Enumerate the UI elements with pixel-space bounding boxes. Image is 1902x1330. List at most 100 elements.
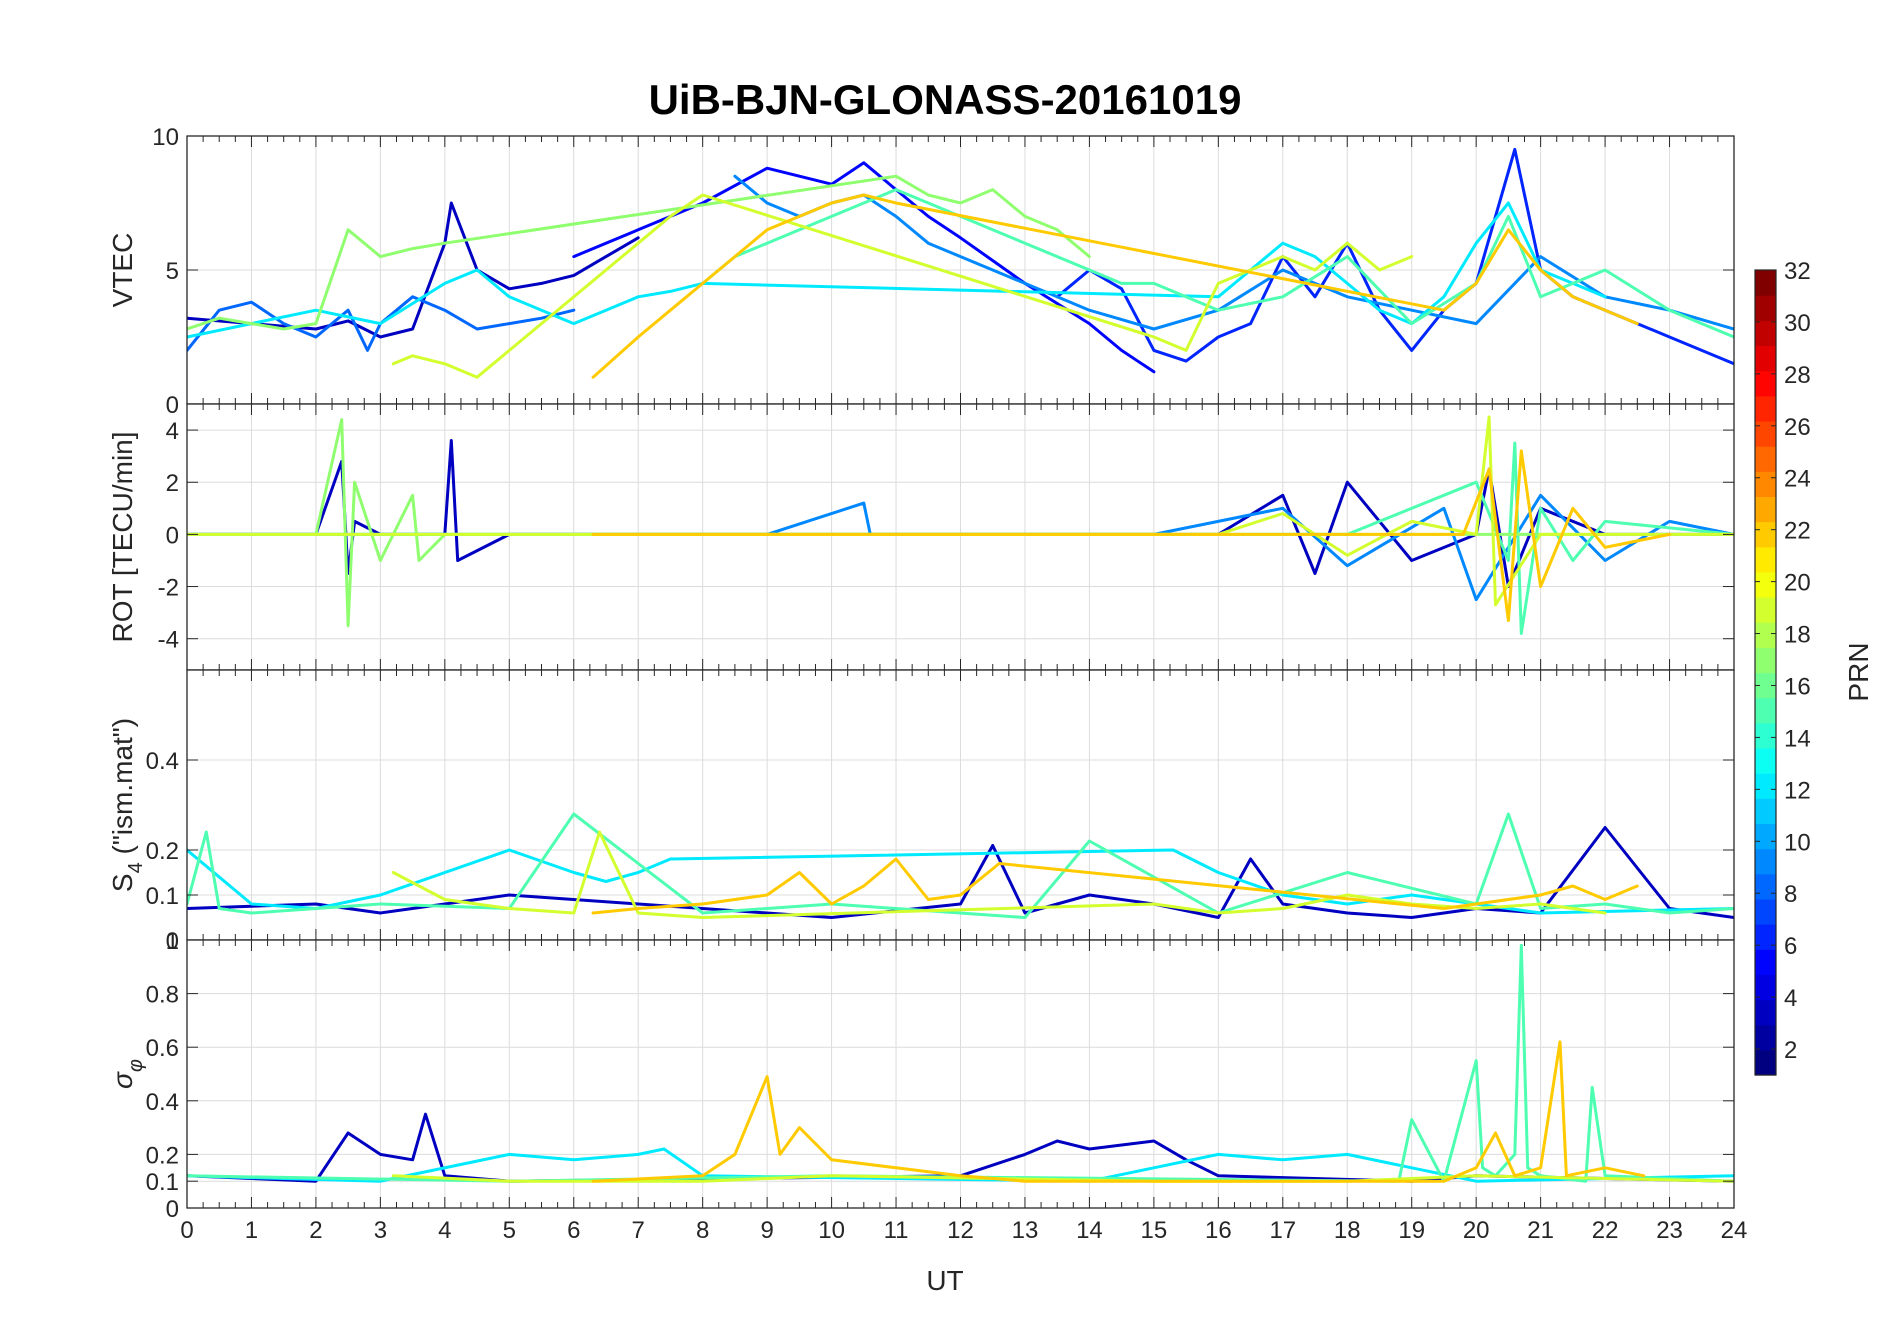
colorbar-segment: [1755, 496, 1776, 523]
x-tick-label: 17: [1269, 1217, 1296, 1244]
colorbar-segment: [1755, 471, 1776, 498]
y-axis-label-rest: ("ism.mat"): [107, 718, 138, 862]
panel-rot: -4 -2 0 2 4 ROT [TECU/min]: [107, 403, 1735, 671]
x-tick-label: 16: [1205, 1217, 1232, 1244]
series-line-prn-3: [187, 826, 1734, 919]
x-tick-label: 11: [884, 1217, 909, 1244]
colorbar-segment: [1755, 546, 1776, 573]
y-axis-label-subscript: 4: [125, 862, 147, 873]
series-group: [187, 415, 1734, 635]
series-line-prn-22: [591, 193, 1639, 379]
x-tick-label: 22: [1592, 1217, 1619, 1244]
colorbar-segment: [1755, 446, 1776, 472]
colorbar-segment: [1755, 999, 1776, 1026]
colorbar-tick-label: 12: [1784, 777, 1811, 804]
x-tick-label: 5: [503, 1217, 516, 1244]
colorbar-tick-label: 24: [1784, 466, 1811, 493]
colorbar-segment: [1755, 270, 1776, 296]
colorbar-segment: [1755, 798, 1776, 825]
series-line-prn-15: [701, 188, 1734, 339]
y-tick-label: -2: [158, 575, 179, 602]
y-tick-label: 0.4: [146, 1089, 179, 1116]
colorbar-segment: [1755, 873, 1776, 900]
y-tick-label: 0.2: [146, 1142, 179, 1169]
y-tick-label: 0: [166, 522, 179, 549]
colorbar-tick-label: 4: [1784, 985, 1797, 1012]
colorbar-tick-label: 28: [1784, 362, 1811, 389]
panel-ticks: [186, 404, 1735, 670]
series-line-prn-17: [187, 174, 1091, 331]
y-tick-label: 0: [166, 1196, 179, 1223]
x-tick-label: 18: [1334, 1217, 1361, 1244]
y-tick-label: 0.1: [146, 1169, 179, 1196]
y-axis-label-rot: ROT [TECU/min]: [107, 431, 138, 642]
x-tick-label: 15: [1141, 1217, 1168, 1244]
series-line-prn-22: [591, 857, 1639, 915]
x-tick-label: 0: [180, 1217, 193, 1244]
y-axis-label-subscript: φ: [125, 1059, 147, 1072]
series-line-prn-9: [187, 493, 1734, 602]
x-tick-label: 3: [374, 1217, 387, 1244]
y-axis-label-main: S: [107, 873, 138, 892]
colorbar-tick-label: 32: [1784, 258, 1811, 285]
series-line-prn-12: [187, 848, 1734, 915]
y-tick-label: 0.1: [146, 883, 179, 910]
colorbar-label: PRN: [1843, 642, 1874, 701]
colorbar-segment: [1755, 848, 1776, 875]
colorbar-tick-label: 10: [1784, 829, 1811, 856]
series-line-prn-8: [187, 295, 576, 352]
series-group: [187, 812, 1734, 919]
colorbar-segment: [1755, 949, 1776, 975]
x-tick-label: 23: [1656, 1217, 1683, 1244]
y-tick-label: 2: [166, 470, 179, 497]
y-tick-label: -4: [158, 627, 179, 654]
colorbar-segment: [1755, 370, 1776, 397]
y-tick-label: 0.2: [146, 838, 179, 865]
chart-title: UiB-BJN-GLONASS-20161019: [649, 76, 1242, 123]
x-tick-label: 4: [438, 1217, 451, 1244]
x-tick-label: 1: [245, 1217, 258, 1244]
colorbar-tick-label: 20: [1784, 570, 1811, 597]
x-tick-label: 7: [632, 1217, 645, 1244]
colorbar-tick-label: 22: [1784, 518, 1811, 545]
x-tick-label: 24: [1721, 1217, 1748, 1244]
y-axis-label-vtec: VTEC: [107, 233, 138, 308]
x-tick-label: 6: [567, 1217, 580, 1244]
colorbar-segment: [1755, 1024, 1776, 1051]
y-tick-label: 5: [166, 258, 179, 285]
colorbar-tick-label: 16: [1784, 673, 1811, 700]
x-tick-label: 13: [1012, 1217, 1039, 1244]
colorbar-tick-label: 30: [1784, 310, 1811, 337]
series-line-prn-3: [187, 201, 640, 339]
series-group: [187, 943, 1734, 1183]
y-tick-label: 4: [166, 418, 179, 445]
y-tick-label: 0: [166, 392, 179, 419]
y-tick-label: 0: [166, 928, 179, 955]
colorbar-segment: [1755, 295, 1776, 321]
colorbar-tick-label: 6: [1784, 933, 1797, 960]
colorbar-segment: [1755, 521, 1776, 548]
x-tick-label: 20: [1463, 1217, 1490, 1244]
panel-s4: 0 0.1 0.2 0.4 S4 ("ism.mat"): [107, 669, 1735, 955]
panel-frame: [186, 939, 1735, 1209]
x-tick-label: 10: [818, 1217, 845, 1244]
series-line-prn-15: [187, 812, 1734, 919]
colorbar-segment: [1755, 823, 1776, 850]
colorbar-segment: [1755, 647, 1776, 674]
y-axis-label-main: σ: [107, 1071, 138, 1089]
x-axis-label: UT: [926, 1265, 963, 1296]
x-tick-label: 12: [947, 1217, 974, 1244]
colorbar-frame: [1754, 269, 1777, 1076]
y-tick-label: 0.4: [146, 748, 179, 775]
panel-vtec: 0 5 10 VTEC: [107, 124, 1735, 419]
colorbar-segment: [1755, 622, 1776, 648]
series-line-prn-3: [187, 1112, 1734, 1183]
y-tick-label: 10: [152, 124, 179, 151]
colorbar-segment: [1755, 597, 1776, 623]
colorbar-segment: [1755, 974, 1776, 1001]
colorbar-segment: [1755, 924, 1776, 950]
x-tick-label: 2: [309, 1217, 322, 1244]
colorbar-segment: [1755, 773, 1776, 799]
